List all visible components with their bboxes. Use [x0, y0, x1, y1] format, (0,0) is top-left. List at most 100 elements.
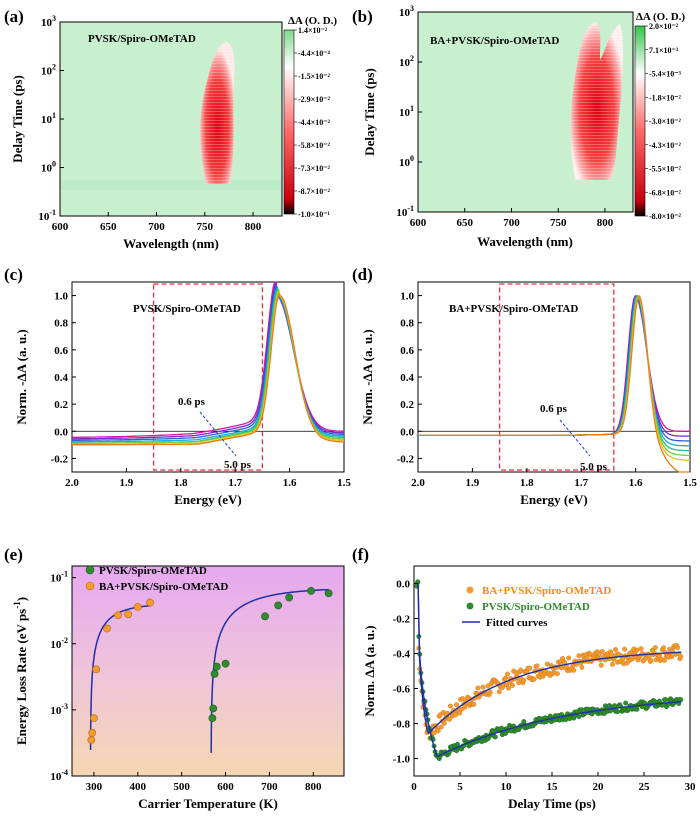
e-point-pvsk-1: [209, 704, 218, 713]
f-fit-curve-1: [417, 583, 682, 758]
f-point-ba-pvsk-204: [622, 646, 628, 652]
f-point-ba-pvsk-220: [638, 646, 644, 652]
panel-b-colorbar-title: ΔA (O. D.): [636, 11, 685, 23]
c-xtick-label: 1.6: [283, 477, 297, 489]
a-ytick-label: 100: [41, 160, 56, 175]
a-ytick-label-exp: -1: [49, 208, 56, 217]
a-ytick-label-exp: 1: [52, 111, 56, 120]
legend-label-pvsk: PVSK/Spiro-OMeTAD: [99, 565, 207, 577]
panel-b-sample-label: BA+PVSK/Spiro-OMeTAD: [430, 35, 559, 47]
panel-d-frame: [417, 281, 691, 473]
panel-f-xlabel: Delay Time (ps): [508, 796, 596, 811]
a-ytick-label-exp: 2: [52, 63, 56, 72]
f-ytick-label: -0.8: [393, 719, 411, 731]
a-xtick-label: 750: [197, 221, 214, 233]
panel-e-label: (e): [4, 545, 23, 564]
b-ytick-label-exp: 0: [410, 154, 414, 163]
e-xtick-label: 300: [86, 781, 103, 793]
a-cbtick-label: -2.9×10⁻²: [298, 95, 330, 104]
f-point-ba-pvsk-115: [531, 676, 537, 682]
d-ytick-label: -0.2: [397, 453, 415, 465]
a-xtick-label: 700: [148, 221, 165, 233]
e-point-ba-pvsk-1: [88, 728, 97, 737]
c-ytick-label: 0.6: [54, 345, 68, 357]
panel-d-xlabel: Energy (eV): [520, 492, 588, 507]
e-fit-curve-0: [89, 604, 152, 750]
a-ytick-label-exp: 3: [52, 14, 56, 23]
d-xtick-label: 1.7: [574, 477, 588, 489]
c-xtick-label: 1.9: [120, 477, 134, 489]
f-point-pvsk-105: [521, 719, 527, 725]
f-point-ba-pvsk-90: [506, 685, 511, 691]
panel-d-ylabel: Norm. -ΔA (a. u.): [360, 329, 375, 425]
legend-marker-pvsk: [85, 565, 95, 575]
panel-e-plot: [87, 587, 333, 753]
f-point-ba-pvsk-181: [598, 662, 604, 668]
e-ytick-label-exp: -4: [61, 768, 68, 777]
b-xtick-label: 750: [550, 217, 567, 229]
f-xtick-label: 30: [685, 781, 697, 793]
panel-e-ylabel: Energy Loss Rate (eV ps-1): [12, 597, 29, 745]
d-xtick-label: 2.0: [411, 477, 425, 489]
c-xtick-label: 1.7: [228, 477, 242, 489]
b-ytick-label-base: 10: [399, 7, 411, 19]
a-cbtick-label: -7.3×10⁻²: [298, 164, 330, 173]
f-fit-curve-0: [417, 583, 682, 735]
e-point-ba-pvsk-2: [90, 714, 98, 723]
panel-a: (a) PVSK/Spiro-OMeTAD 600 650 700 750 800 10…: [4, 7, 337, 251]
f-point-ba-pvsk-56: [471, 701, 477, 707]
panel-e-background: [72, 566, 344, 776]
b-xtick-label: 600: [410, 217, 427, 229]
panel-f-xticks: 0 5 10 15 20 25 30: [411, 772, 696, 793]
e-ytick-label: 10-2: [50, 636, 68, 651]
c-xtick-label: 2.0: [65, 477, 79, 489]
a-xtick-label: 650: [100, 221, 117, 233]
a-ytick-label: 101: [41, 111, 56, 126]
panel-b: (b) BA+PVSK/Spiro-OMeTAD 600 650 700 750 800…: [352, 4, 685, 249]
e-ytick-label-exp: -3: [61, 702, 68, 711]
a-cbtick-label: -1.0×10⁻¹: [298, 210, 330, 219]
panel-a-label: (a): [4, 7, 24, 26]
e-point-pvsk-4: [221, 659, 230, 668]
b-cbtick-label: 7.1×10⁻³: [649, 46, 679, 55]
legend-marker-ba-pvsk-f: [466, 586, 474, 594]
d-ytick-label: 1.0: [400, 291, 414, 303]
panel-e-frame: [71, 565, 345, 777]
d-xtick-label: 1.9: [466, 477, 480, 489]
panel-a-colorbar-ticks: 1.4×10⁻² -4.4×10⁻⁴ -1.5×10⁻² -2.9×10⁻² -4.4×…: [294, 26, 330, 219]
panel-d-annotation-start: 0.6 ps: [540, 403, 568, 415]
b-ytick-label: 10-1: [396, 204, 414, 219]
panel-a-ylabel: Delay Time (ps): [10, 75, 25, 163]
b-ytick-label-base: 10: [396, 207, 408, 219]
legend-label-fit: Fitted curves: [486, 617, 548, 629]
f-point-ba-pvsk-162: [579, 664, 585, 670]
c-ytick-label: 1.0: [54, 291, 68, 303]
panel-a-map-band: [60, 180, 282, 190]
panel-c-yticks: -0.2 0.0 0.2 0.4 0.6 0.8 1.0: [51, 291, 76, 465]
b-xtick-label: 650: [456, 217, 473, 229]
panel-c-plot: [71, 281, 345, 471]
f-xtick-label: 0: [411, 781, 417, 793]
panel-a-xlabel: Wavelength (nm): [123, 236, 219, 251]
panel-a-sample-label: PVSK/Spiro-OMeTAD: [88, 33, 196, 45]
b-ytick-label: 100: [399, 154, 414, 169]
e-ytick-label-exp: -1: [61, 570, 68, 579]
e-point-pvsk-2: [210, 670, 219, 678]
f-point-pvsk-216: [634, 706, 640, 712]
f-point-ba-pvsk-17: [431, 730, 437, 736]
c-ytick-label: 0.8: [54, 318, 68, 330]
d-xtick-label: 1.8: [520, 477, 534, 489]
d-ytick-label: 0.0: [400, 426, 414, 438]
a-cbtick-label: -1.5×10⁻²: [298, 72, 330, 81]
panel-d-plot: [418, 283, 691, 473]
b-ytick-label-base: 10: [399, 157, 411, 169]
panel-e-ylabel-end: ): [14, 597, 29, 601]
b-cbtick-label: -5.5×10⁻²: [649, 165, 681, 174]
panel-b-colorbar-ticks: 2.0×10⁻² 7.1×10⁻³ -5.4×10⁻³ -1.8×10⁻² -3.0×1…: [645, 22, 681, 221]
panel-f: (f) BA+PVSK/Spiro-OMeTAD PVSK/Spiro-OMeT…: [352, 545, 696, 811]
e-ytick-label: 10-3: [50, 702, 68, 717]
f-point-ba-pvsk-154: [571, 667, 577, 673]
f-point-ba-pvsk-27: [441, 720, 447, 726]
